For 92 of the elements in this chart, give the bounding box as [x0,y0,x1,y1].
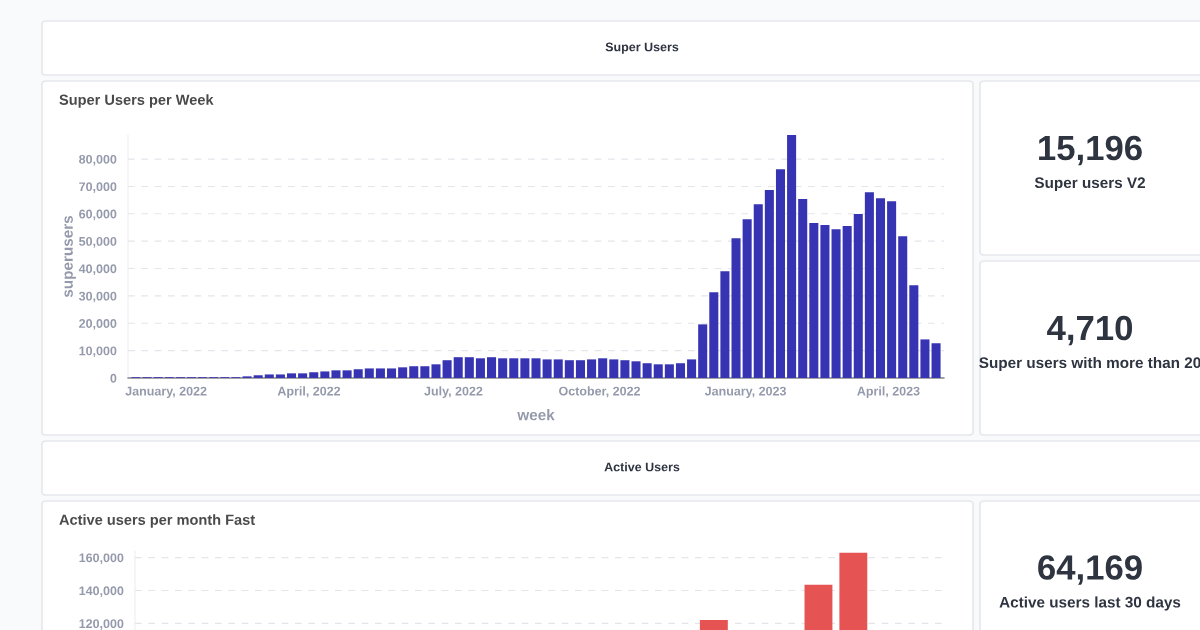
x-tick-label: October, 2022 [559,386,640,398]
bar [731,238,741,378]
bar [342,370,352,378]
y-tick-label: 140,000 [79,586,124,597]
bar [498,358,508,378]
bar [286,373,297,378]
bar [720,271,730,378]
bar [631,361,641,378]
bar [487,357,497,378]
y-tick-label: 0 [110,373,117,383]
bar [609,359,619,378]
y-axis-title: superusers [64,215,76,298]
bar [253,375,263,378]
bar [753,204,763,378]
x-tick-label: April, 2023 [857,386,920,398]
bar [742,219,752,378]
y-tick-label: 160,000 [79,553,124,565]
y-tick-label: 20,000 [79,319,117,330]
bar [687,359,697,378]
bar [409,366,419,378]
x-tick-label: January, 2022 [125,386,207,398]
bar [875,198,886,378]
bar [431,364,441,378]
text: Active users last 30 days [999,596,1181,611]
bar [398,367,408,378]
bar [798,199,808,378]
bar [598,358,608,378]
bar [275,374,285,378]
bar [420,366,430,378]
bar [553,359,563,378]
bar [864,192,874,378]
text: Super users V2 [1034,177,1146,192]
bar [775,169,786,378]
bar [442,360,452,378]
bar [664,364,674,378]
text: 4,710 [1047,315,1133,346]
bar [909,285,919,378]
bar [375,368,385,378]
chart-title: Super Users per Week [59,94,214,108]
bar [787,135,797,378]
y-tick-label: 70,000 [79,182,117,193]
bar [842,226,852,378]
bar [709,292,719,378]
bar [820,225,830,378]
bar [898,236,908,378]
x-tick-label: April, 2022 [277,386,341,398]
bar [587,359,597,378]
bar [453,357,463,378]
text: Active Users [604,462,680,472]
bar [531,358,541,378]
text: Super users with more than 20 [979,356,1200,372]
bar [331,370,341,378]
bar [464,357,474,378]
bar [564,360,574,378]
text: 64,169 [1038,555,1142,585]
bar [309,372,319,378]
bar [809,223,819,378]
x-axis-title: week [517,409,555,421]
bar [653,364,663,378]
text: 15,196 [1039,135,1142,166]
text: Super Users [605,42,679,54]
y-tick-label: 30,000 [78,291,117,303]
bar [520,358,530,378]
y-tick-label: 10,000 [79,346,117,358]
y-tick-label: 120,000 [79,619,124,630]
bar [764,190,774,378]
bar [642,363,652,378]
y-tick-label: 40,000 [78,264,117,276]
bar [298,373,308,378]
bar [509,358,519,378]
bar [887,201,897,378]
bar [264,374,274,378]
bar [387,368,397,378]
bar [853,214,863,378]
bar [698,324,708,378]
bar [575,360,585,378]
chart-title: Active users per month Fast [59,514,255,528]
bar [831,229,841,378]
y-tick-label: 50,000 [79,236,117,248]
bar [353,369,363,378]
x-tick-label: July, 2022 [424,386,483,398]
y-tick-label: 60,000 [79,209,117,221]
y-tick-label: 80,000 [79,154,117,166]
x-tick-label: January, 2023 [704,386,786,398]
bar [931,343,941,378]
bar [620,360,630,378]
bar [920,339,930,378]
bar [475,358,485,378]
bar [364,368,374,378]
bar [675,363,685,378]
bar [542,359,552,378]
bar [320,371,330,378]
